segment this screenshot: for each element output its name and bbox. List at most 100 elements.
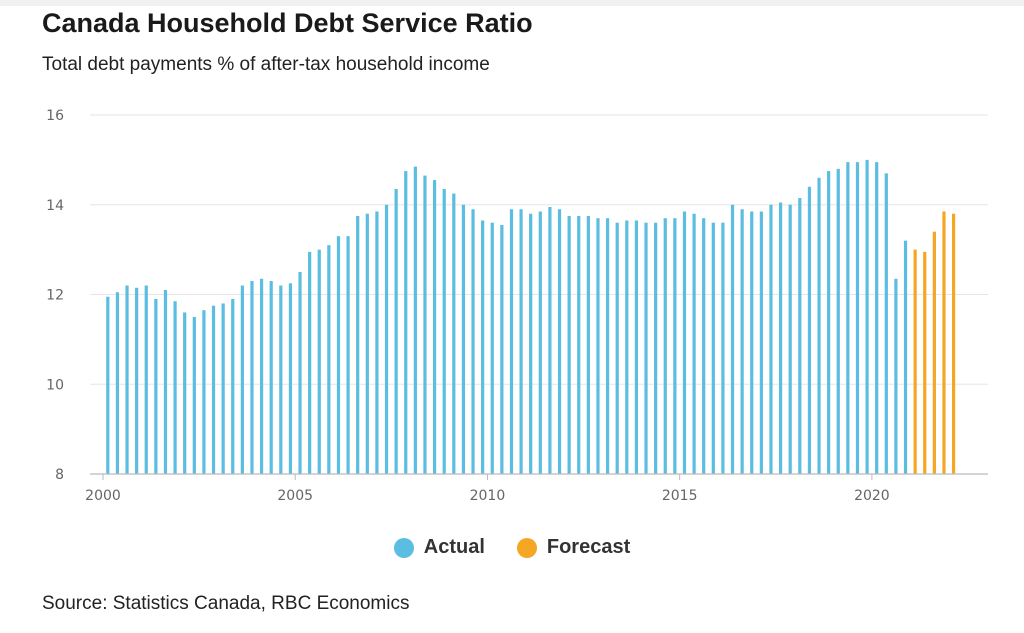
bar-actual [875,162,879,474]
bar-actual [605,218,610,474]
bar-actual [836,168,840,474]
bar-actual [884,173,888,474]
bar-actual [221,303,225,474]
bar-actual [432,180,437,474]
y-tick-label: 12 [46,288,64,304]
x-tick-label: 2010 [470,488,506,504]
bar-actual [173,301,177,474]
bar-actual [673,218,677,474]
bar-actual [183,312,187,474]
bar-actual [384,204,389,474]
bar-actual [817,177,821,474]
bar-actual [634,220,639,474]
bar-actual [269,281,273,474]
legend-label-actual: Actual [423,536,485,558]
bar-forecast [923,251,927,474]
legend-item-actual[interactable]: Actual [393,536,485,559]
bar-actual [317,249,321,475]
bar-actual [750,211,754,474]
y-tick-label: 16 [46,108,64,124]
bar-actual [365,213,369,474]
bar-actual [471,209,475,474]
bar-actual [625,220,629,474]
bar-actual [807,186,812,475]
bar-actual [654,222,658,474]
bar-actual [865,159,869,475]
bar-actual [240,285,244,474]
bar-forecast [942,211,946,474]
bar-forecast [913,249,917,475]
x-tick-label: 2000 [85,488,121,504]
bar-actual [481,220,485,474]
bar-actual [769,204,773,474]
bar-actual [596,218,600,474]
top-divider [0,0,1024,6]
bar-actual [163,290,168,474]
bar-actual [788,204,792,474]
bar-actual [903,240,908,474]
bar-actual [778,202,783,474]
x-tick-label: 2020 [854,488,890,504]
bar-actual [346,236,350,474]
bar-actual [567,215,571,474]
x-tick-label: 2005 [277,488,313,504]
bar-actual [538,211,542,474]
bar-actual [855,162,860,474]
bar-actual [356,215,360,474]
bar-actual [721,222,725,474]
bar-actual [827,171,831,474]
bar-actual [442,189,446,474]
y-tick-label: 14 [46,198,64,214]
bar-actual [682,211,687,474]
bar-actual [308,251,312,474]
bar-actual [192,316,196,474]
bar-actual [144,285,148,474]
bar-actual [490,222,494,474]
bar-actual [250,281,254,474]
y-tick-label: 10 [46,377,64,393]
bar-actual [461,204,466,474]
bar-actual [500,224,504,474]
chart-legend: Actual Forecast [0,536,1024,559]
bar-forecast [951,213,956,474]
y-tick-label: 8 [55,467,64,483]
bar-actual [519,209,523,474]
bar-actual [394,189,398,474]
bar-actual [730,204,735,474]
bar-actual [644,222,648,474]
bar-actual [231,298,235,474]
bar-actual [375,211,379,474]
bar-actual [663,218,667,474]
bar-actual [586,215,590,474]
bar-actual [577,215,581,474]
bar-actual [211,305,216,474]
bar-actual [846,162,850,474]
legend-marker-actual [393,537,414,558]
chart-plot: 8 10 12 14 16 2000 2005 2010 2015 2020 [46,108,988,504]
bar-actual [740,209,744,474]
bar-actual [413,166,417,475]
bar-actual [894,278,898,474]
legend-marker-forecast [516,537,537,558]
bar-actual [288,283,293,474]
bar-forecast [932,231,936,474]
bar-actual [404,171,408,474]
bar-actual [327,245,331,474]
source-note: Source: Statistics Canada, RBC Economics [42,593,410,614]
x-tick-label: 2015 [662,488,698,504]
bar-actual [115,292,120,474]
bar-actual [154,298,158,474]
bar-actual [135,287,139,474]
bar-actual [615,222,619,474]
bar-actual [759,211,763,474]
bar-actual [125,285,129,474]
bar-actual [702,218,706,474]
bar-actual [509,209,514,474]
bar-actual [106,296,110,474]
legend-item-forecast[interactable]: Forecast [516,536,630,559]
bar-actual [336,236,341,474]
bar-actual [279,285,283,474]
bar-actual [202,310,206,474]
bar-actual [548,206,552,474]
bar-actual [529,213,533,474]
